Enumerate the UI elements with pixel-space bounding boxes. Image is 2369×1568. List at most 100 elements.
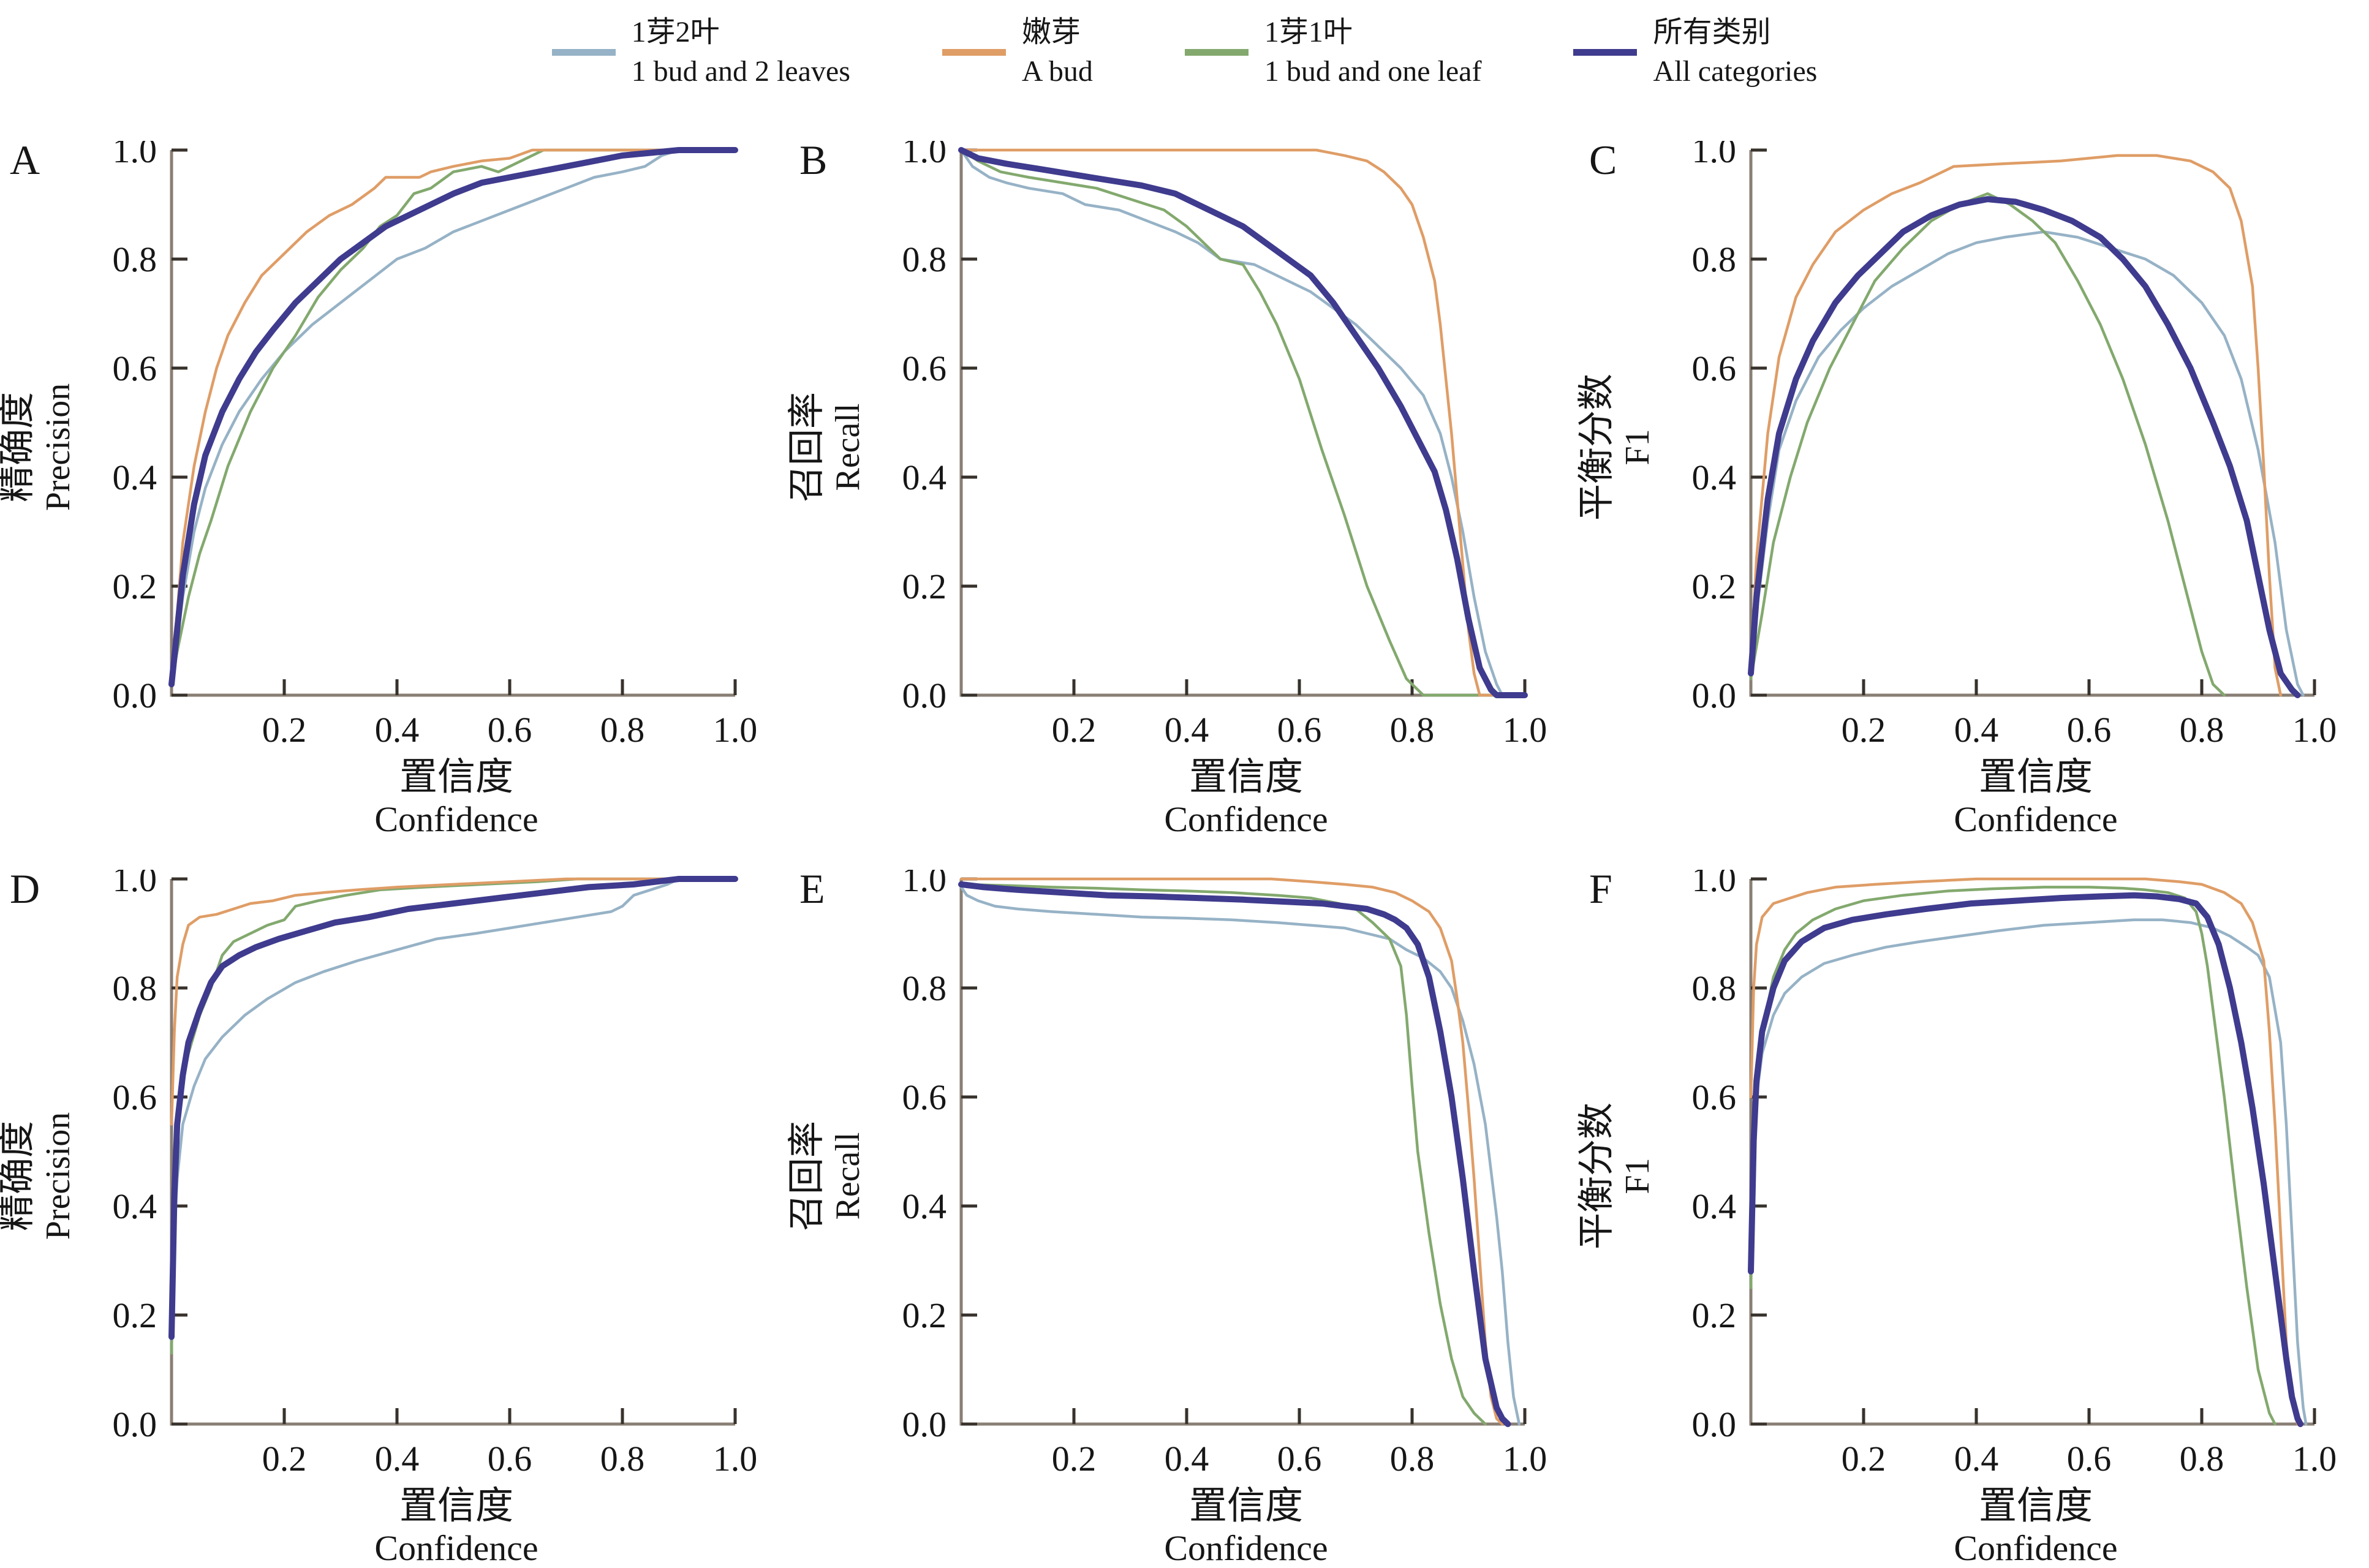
series-all-categories <box>168 147 738 688</box>
y-axis-label-en: Recall <box>829 403 867 491</box>
y-tick-label: 0.0 <box>113 676 157 715</box>
panel-letter: C <box>1589 137 1617 183</box>
series-all-categories <box>958 881 1511 1427</box>
legend-item-1-bud-1-leaf: 1芽1叶 1 bud and one leaf <box>1184 13 1482 91</box>
series-1-bud-and-2-leaves <box>959 148 1527 697</box>
legend-label-en: 1 bud and one leaf <box>1264 55 1482 88</box>
series-a-bud <box>959 148 1527 697</box>
subplot-c-f1: C 平衡分数 F1 0.0 0.2 0.4 0.6 0.8 1.0 0.2 0.4 0.6 0.8… <box>1576 98 2369 839</box>
x-tick-label: 1.0 <box>2292 710 2337 750</box>
x-axis-label-block: 置信度 Confidence <box>74 1483 784 1568</box>
y-tick-label: 0.8 <box>113 239 157 279</box>
x-tick-label: 0.6 <box>2067 710 2112 750</box>
legend-line-swatch-orange <box>942 48 1006 56</box>
x-axis-label-zh: 置信度 <box>399 756 513 798</box>
x-axis-label-en: Confidence <box>1164 1528 1328 1568</box>
x-axis-label-zh: 置信度 <box>1188 756 1303 798</box>
y-tick-label: 0.4 <box>902 458 947 497</box>
series-all-categories <box>1748 196 2301 698</box>
panel-letter: B <box>799 137 828 183</box>
x-tick-label: 0.2 <box>262 710 307 750</box>
y-tick-label: 0.6 <box>113 1077 157 1117</box>
f1-chart-model2: 0.0 0.2 0.4 0.6 0.8 1.0 0.2 0.4 0.6 0.8 1.0 <box>1692 870 2337 1479</box>
y-tick-label: 0.4 <box>113 458 157 497</box>
y-tick-label: 1.0 <box>902 141 947 170</box>
subplot-b-recall: B 召回率 Recall 0.0 0.2 0.4 0.6 0.8 1.0 0.2 0.4 0.6… <box>787 98 1579 839</box>
series-a-bud <box>1749 877 2299 1426</box>
recall-chart-model1: 0.0 0.2 0.4 0.6 0.8 1.0 0.2 0.4 0.6 0.8 1.0 <box>902 141 1547 750</box>
y-axis-label-zh: 精确度 <box>0 392 38 503</box>
y-tick-label: 0.8 <box>113 968 157 1008</box>
precision-chart-model1: 0.0 0.2 0.4 0.6 0.8 1.0 0.2 0.4 0.6 0.8 1.0 <box>113 141 758 750</box>
y-axis-label-zh: 召回率 <box>787 1121 827 1231</box>
series-1-bud-and-one-leaf <box>959 148 1527 697</box>
y-axis-label-zh: 精确度 <box>0 1121 38 1232</box>
y-tick-label: 0.8 <box>1692 968 1737 1008</box>
series-1-bud-and-2-leaves <box>170 148 737 686</box>
series-1-bud-and-one-leaf <box>959 883 1487 1426</box>
legend-label-en: All categories <box>1653 55 1818 88</box>
y-axis-label-en: Precision <box>39 383 78 511</box>
series-all-categories <box>1748 892 2303 1427</box>
x-tick-label: 0.2 <box>1842 1439 1886 1479</box>
axis-spines <box>959 150 1525 697</box>
x-axis-label-zh: 置信度 <box>1978 756 2093 798</box>
y-tick-label: 0.8 <box>1692 239 1737 279</box>
y-tick-label: 0.8 <box>902 968 947 1008</box>
x-tick-label: 0.8 <box>2180 1439 2224 1479</box>
figure-legend: 1芽2叶 1 bud and 2 leaves 嫩芽 A bud 1芽1叶 1 … <box>0 0 2369 98</box>
series-1-bud-and-one-leaf <box>1749 886 2276 1426</box>
y-axis-label-zh: 平衡分数 <box>1576 374 1617 521</box>
y-axis-label-zh: 平衡分数 <box>1576 1102 1617 1250</box>
series-all-categories <box>958 147 1528 698</box>
y-tick-label: 0.4 <box>902 1186 947 1226</box>
panel-letter: E <box>799 865 825 912</box>
x-tick-label: 1.0 <box>1503 710 1547 750</box>
y-tick-label: 0.4 <box>1692 1186 1737 1226</box>
y-axis-label-block: 平衡分数 F1 <box>1576 141 1657 753</box>
x-tick-label: 0.8 <box>2180 710 2224 750</box>
y-axis-label-en: F1 <box>1619 429 1657 466</box>
y-tick-label: 1.0 <box>1692 870 1737 899</box>
x-axis-label-en: Confidence <box>374 799 538 839</box>
x-axis-label-block: 置信度 Confidence <box>74 755 784 839</box>
y-tick-label: 1.0 <box>1692 141 1737 170</box>
x-axis-label-block: 置信度 Confidence <box>863 755 1574 839</box>
y-tick-label: 0.2 <box>1692 1295 1737 1335</box>
x-axis-label-en: Confidence <box>374 1528 538 1568</box>
x-tick-label: 0.4 <box>1165 1439 1209 1479</box>
y-tick-label: 0.2 <box>113 1295 157 1335</box>
series-1-bud-and-2-leaves <box>959 886 1521 1426</box>
legend-item-1-bud-2-leaves: 1芽2叶 1 bud and 2 leaves <box>551 13 850 91</box>
y-tick-label: 0.4 <box>113 1186 157 1226</box>
f1-chart-model1: 0.0 0.2 0.4 0.6 0.8 1.0 0.2 0.4 0.6 0.8 1.0 <box>1692 141 2337 750</box>
y-axis-label-en: Precision <box>39 1112 78 1240</box>
x-tick-label: 1.0 <box>1503 1439 1547 1479</box>
series-all-categories <box>168 876 738 1340</box>
x-tick-label: 1.0 <box>713 710 758 750</box>
subplot-d-precision: D 精确度 Precision 0.0 0.2 0.4 0.6 0.8 1.0 0.2 0.4… <box>0 827 790 1568</box>
series-1-bud-and-2-leaves <box>170 877 737 1344</box>
legend-label-en: 1 bud and 2 leaves <box>631 55 850 88</box>
x-tick-label: 0.2 <box>1052 710 1097 750</box>
x-tick-label: 0.2 <box>1842 710 1886 750</box>
y-tick-label: 0.6 <box>1692 1077 1737 1117</box>
subplot-grid: A 精确度 Precision 0.0 0.2 0.4 0.6 0.8 1.0 0.2 0.4… <box>0 98 2369 1568</box>
x-axis-label-block: 置信度 Confidence <box>863 1483 1574 1568</box>
x-tick-label: 1.0 <box>713 1439 758 1479</box>
legend-label-zh: 1芽2叶 <box>631 16 720 48</box>
x-axis-label-en: Confidence <box>1954 799 2118 839</box>
axis-spines <box>959 879 1525 1426</box>
series-a-bud <box>170 148 737 669</box>
y-tick-label: 0.2 <box>1692 567 1737 606</box>
y-tick-label: 0.2 <box>113 567 157 606</box>
y-tick-label: 1.0 <box>113 870 157 899</box>
y-axis-label-block: 精确度 Precision <box>0 141 77 753</box>
subplot-e-recall: E 召回率 Recall 0.0 0.2 0.4 0.6 0.8 1.0 0.2 0.4 0.6… <box>787 827 1579 1568</box>
y-tick-label: 0.6 <box>902 349 947 388</box>
series-a-bud <box>1749 154 2283 697</box>
x-tick-label: 0.8 <box>1390 1439 1435 1479</box>
legend-label-en: A bud <box>1021 55 1093 88</box>
y-tick-label: 0.6 <box>902 1077 947 1117</box>
y-axis-label-block: 精确度 Precision <box>0 870 77 1482</box>
